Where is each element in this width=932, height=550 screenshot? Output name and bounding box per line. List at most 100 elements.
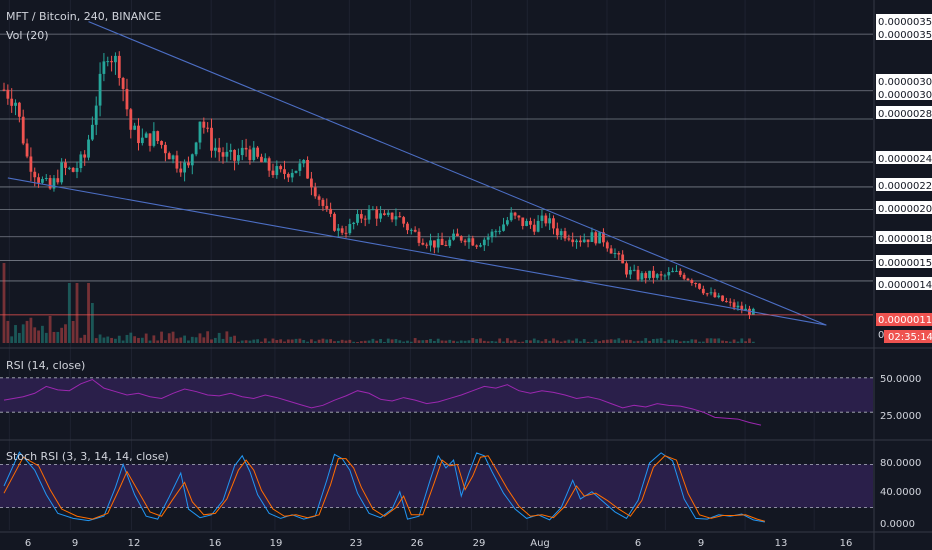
volume-bar	[728, 341, 732, 343]
price-axis-label: 0.00000309	[878, 77, 932, 88]
volume-bar	[171, 331, 175, 343]
volume-bar	[187, 340, 190, 343]
price-axis-label-bg	[876, 27, 932, 40]
candle-body	[655, 274, 659, 278]
rsi-legend[interactable]: RSI (14, close)	[6, 359, 86, 372]
stoch-band-lines	[0, 463, 873, 509]
candle-body	[486, 237, 490, 240]
candle-body	[402, 217, 406, 224]
candle-body	[651, 270, 655, 278]
time-axis-label: 9	[72, 538, 78, 549]
candle-body	[210, 127, 213, 151]
rsi-axis[interactable]: 50.0000 25.0000	[880, 374, 921, 422]
volume-bar	[56, 331, 60, 343]
candle-body	[225, 151, 229, 157]
volume-bar	[175, 338, 179, 343]
volume-bar	[471, 338, 475, 343]
volume-bar	[294, 338, 298, 343]
volume-bar	[44, 332, 48, 343]
candle-body	[386, 212, 390, 215]
candle-body	[79, 154, 83, 169]
volume-bar	[167, 333, 171, 343]
volume-bar	[348, 339, 352, 343]
candle-body	[110, 61, 113, 63]
volume-bar	[375, 340, 379, 343]
trendlines[interactable]	[7, 21, 827, 326]
volume-bar	[117, 335, 121, 343]
stoch-legend[interactable]: Stoch RSI (3, 3, 14, 14, close)	[6, 450, 169, 463]
volume-bar	[263, 338, 267, 343]
volume-bar	[425, 339, 429, 343]
volume-bar	[275, 340, 279, 343]
candle-body	[590, 232, 594, 242]
volume-bar	[2, 263, 6, 343]
volume-bar	[225, 331, 229, 343]
volume-bar	[409, 341, 413, 343]
volume-bar	[436, 338, 440, 343]
candle-body	[544, 215, 548, 224]
volume-bar	[540, 341, 544, 343]
candle-body	[248, 149, 252, 160]
price-axis-label-bg	[876, 74, 932, 87]
volume-bar	[213, 337, 217, 343]
volume-bar	[525, 339, 528, 343]
time-axis-label: 16	[840, 538, 853, 549]
price-horizontal-levels[interactable]	[0, 33, 873, 282]
candle-body	[525, 221, 528, 227]
volume-bar	[333, 341, 336, 343]
volume-bar	[644, 338, 648, 343]
stoch-axis[interactable]: 80.0000 40.0000 0.0000	[880, 458, 921, 530]
candle-body	[555, 228, 559, 236]
volume-legend[interactable]: Vol (20)	[6, 29, 49, 42]
price-axis-label-bg	[876, 178, 932, 191]
volume-bar	[717, 338, 721, 343]
candle-body	[409, 229, 413, 231]
candle-body	[283, 169, 286, 174]
volume-bar	[313, 341, 317, 343]
candle-body	[717, 295, 721, 298]
candle-body	[648, 270, 651, 279]
volume-bar	[383, 341, 386, 343]
volume-bar	[617, 338, 621, 343]
candle-body	[532, 224, 536, 232]
volume-bar	[129, 332, 133, 343]
volume-bar	[552, 338, 555, 343]
volume-bar	[144, 333, 148, 343]
candle-body	[37, 177, 40, 183]
candle-body	[490, 231, 494, 238]
volume-bar	[598, 341, 602, 343]
candle-body	[417, 231, 421, 243]
countdown-label-bg	[884, 330, 932, 343]
time-axis[interactable]: 6 9 12 16 19 23 26 29 Aug 6 9 13 16	[25, 538, 853, 549]
volume-bar	[379, 338, 382, 343]
candle-body	[206, 127, 210, 129]
trendline	[88, 21, 827, 326]
candle-body	[325, 205, 329, 209]
volume-bar	[190, 336, 194, 343]
candle-body	[71, 167, 75, 172]
candle-body	[344, 232, 348, 234]
volume-bar	[686, 340, 690, 343]
volume-bar	[421, 340, 425, 343]
symbol-title[interactable]: MFT / Bitcoin, 240, BINANCE	[6, 10, 162, 23]
candle-body	[425, 244, 429, 246]
time-axis-label: 13	[775, 538, 788, 549]
volume-bar	[94, 338, 98, 343]
candle-body	[163, 144, 167, 154]
volume-bar	[244, 340, 248, 343]
volume-bar	[306, 341, 309, 343]
time-axis-label: Aug	[530, 538, 550, 549]
candle-body	[728, 301, 732, 303]
time-axis-label: 6	[635, 538, 641, 549]
candle-body	[152, 131, 156, 146]
time-axis-label: 9	[698, 538, 704, 549]
candle-body	[140, 137, 144, 144]
volume-bar	[698, 341, 701, 343]
volume-bar	[632, 341, 636, 343]
time-axis-label: 23	[350, 538, 363, 549]
volume-bar	[602, 340, 605, 343]
candle-body	[106, 61, 110, 63]
